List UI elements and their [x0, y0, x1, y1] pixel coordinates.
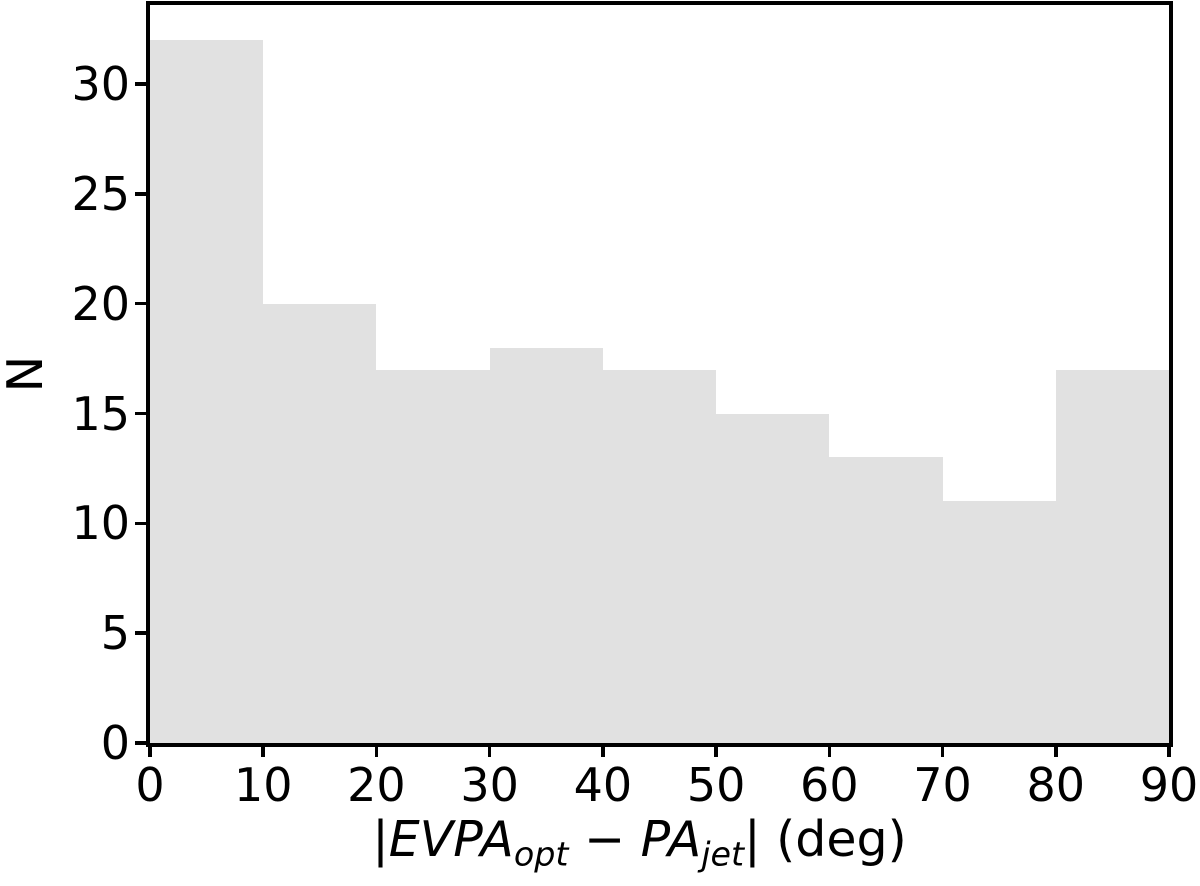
- x-axis-label-segment: |: [744, 811, 761, 868]
- x-axis-label-segment: |: [372, 811, 389, 868]
- x-axis-label-segment: opt: [513, 834, 569, 874]
- x-tick-mark: [601, 746, 605, 757]
- x-tick-label: 90: [1139, 758, 1199, 812]
- y-tick-label: 5: [100, 606, 130, 661]
- x-axis-label-segment: −: [568, 811, 641, 868]
- x-tick-mark: [827, 746, 832, 757]
- x-axis-label-segment: PA: [640, 811, 702, 868]
- x-tick-label: 0: [135, 758, 165, 812]
- y-tick-label: 30: [71, 57, 130, 112]
- histogram-bar: [942, 501, 1056, 743]
- x-axis-label-segment: EVPA: [388, 811, 514, 868]
- y-tick-label: 0: [100, 716, 130, 770]
- histogram-bar: [829, 457, 943, 743]
- x-tick-mark: [1054, 746, 1058, 757]
- x-tick-label: 30: [460, 758, 519, 812]
- histogram-bar: [1055, 369, 1169, 743]
- histogram-bar: [376, 369, 490, 743]
- y-tick-mark: [135, 521, 146, 526]
- y-tick-mark: [135, 631, 146, 635]
- x-tick-mark: [487, 746, 492, 757]
- histogram-bar: [489, 347, 603, 743]
- y-tick-mark: [135, 741, 146, 745]
- x-tick-label: 60: [800, 758, 859, 812]
- x-tick-label: 50: [686, 758, 746, 812]
- x-tick-mark: [374, 746, 379, 757]
- bars-layer: [150, 5, 1169, 743]
- x-axis-label: |EVPAopt − PAjet| (deg): [130, 812, 1149, 882]
- x-tick-mark: [148, 746, 152, 757]
- x-tick-mark: [714, 746, 718, 757]
- y-tick-mark: [135, 82, 146, 86]
- y-tick-label: 10: [71, 496, 130, 551]
- histogram-bar: [602, 369, 717, 743]
- y-tick-mark: [135, 301, 146, 306]
- x-tick-label: 10: [233, 758, 293, 812]
- y-axis-label: N: [0, 355, 54, 393]
- histogram-bar: [716, 413, 830, 743]
- histogram-bar: [263, 303, 377, 743]
- y-tick-mark: [135, 192, 146, 196]
- histogram-bar: [150, 40, 264, 743]
- x-tick-label: 40: [573, 758, 633, 812]
- x-tick-label: 70: [913, 758, 972, 812]
- x-axis-label-segment: jet: [701, 834, 745, 874]
- x-tick-label: 80: [1026, 758, 1086, 812]
- y-tick-label: 15: [71, 386, 130, 441]
- x-tick-mark: [940, 746, 945, 757]
- x-tick-mark: [261, 746, 265, 757]
- x-axis-label-segment: (deg): [760, 811, 907, 868]
- y-tick-label: 20: [71, 276, 130, 331]
- y-tick-mark: [135, 411, 146, 416]
- x-tick-mark: [1167, 746, 1171, 757]
- y-tick-label: 25: [71, 166, 130, 221]
- x-tick-label: 20: [347, 758, 406, 812]
